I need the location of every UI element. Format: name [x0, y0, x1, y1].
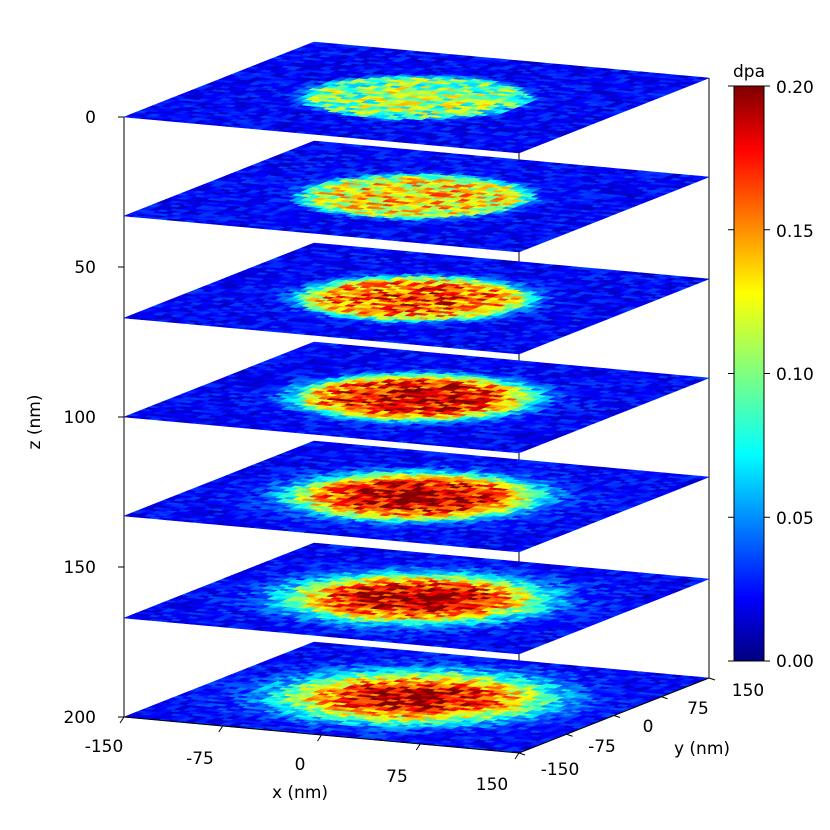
slice-z-33: [123, 140, 710, 253]
slice-z-0: [123, 41, 710, 154]
slice-z-67: [123, 242, 710, 355]
slices-group: [123, 41, 710, 754]
